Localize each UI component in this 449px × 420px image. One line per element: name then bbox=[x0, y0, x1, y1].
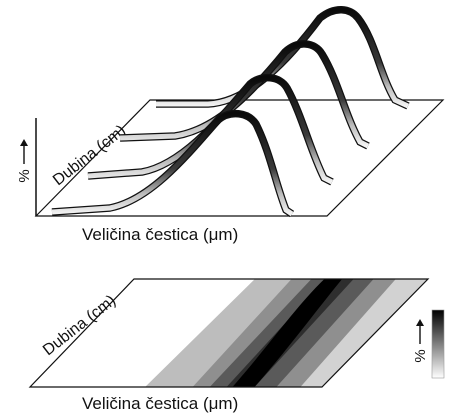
bottom-base-plane bbox=[28, 278, 430, 388]
distribution-curves bbox=[51, 6, 410, 218]
contour-map bbox=[30, 279, 428, 387]
bottom-percent-label: % bbox=[412, 349, 429, 362]
percent-axis-label: % bbox=[16, 139, 33, 183]
legend-percent-label-group: % bbox=[412, 319, 429, 363]
top-size-label: Veličina čestica (μm) bbox=[82, 225, 238, 244]
contour-band bbox=[228, 279, 348, 387]
top-base-plane bbox=[34, 99, 445, 217]
bottom-size-label: Veličina čestica (μm) bbox=[82, 394, 238, 413]
top-percent-label: % bbox=[16, 169, 33, 182]
percent-arrow-head-icon bbox=[20, 139, 28, 146]
legend-arrow-head-icon bbox=[416, 319, 424, 326]
top-panel: % Dubina (cm) Veličina čestica (μm) bbox=[16, 6, 445, 244]
legend-gradient-bar bbox=[431, 309, 445, 379]
bottom-panel: Dubina (cm) % Veličina čestica (μm) bbox=[28, 278, 445, 413]
contour-band bbox=[272, 279, 402, 387]
